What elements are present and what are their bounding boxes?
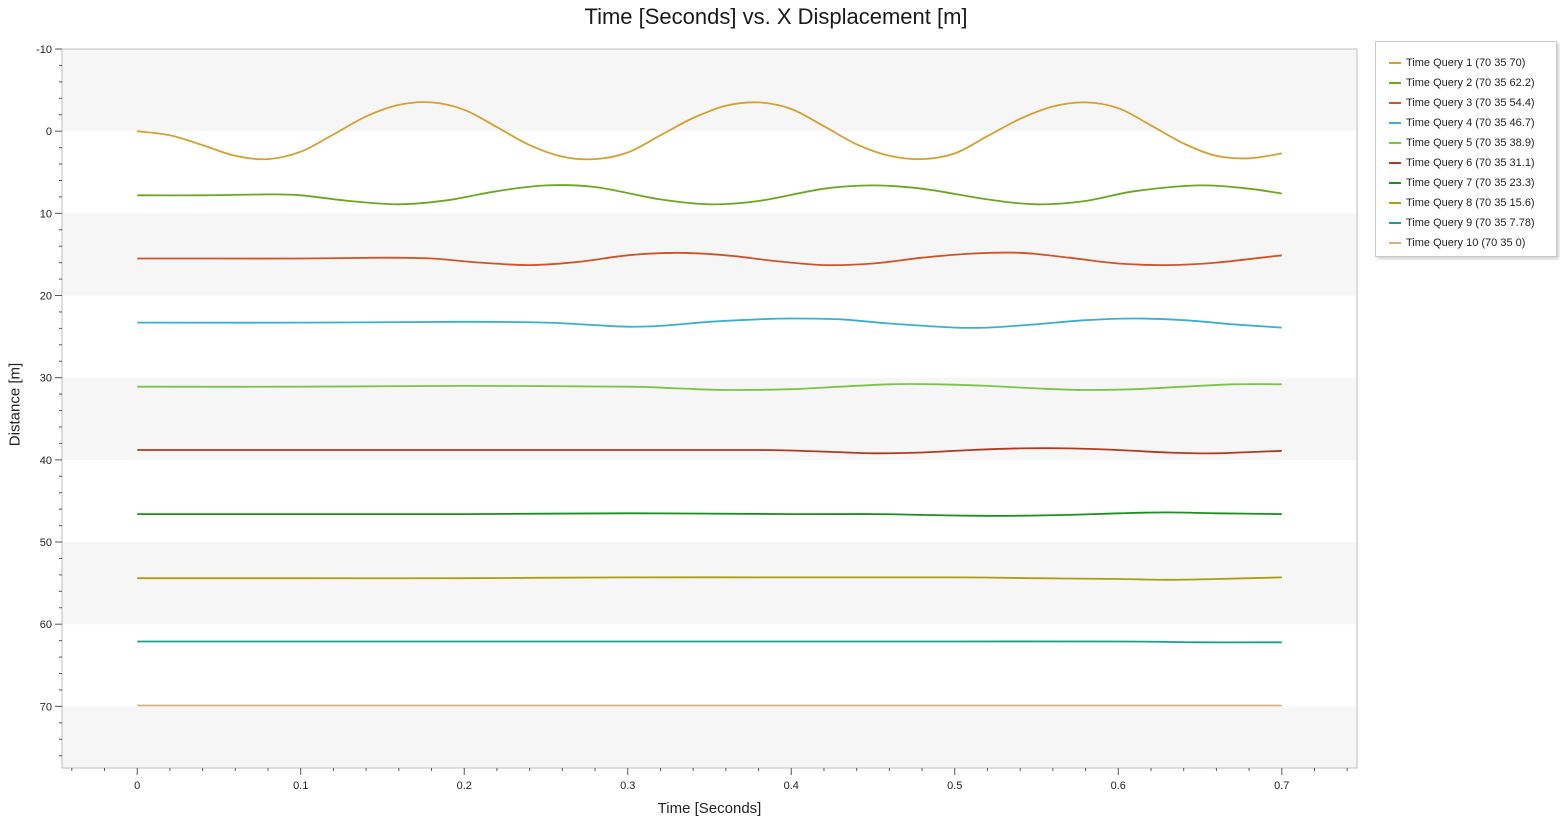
legend-item-5: Time Query 5 (70 35 38.9) bbox=[1376, 133, 1556, 153]
x-axis-label: Time [Seconds] bbox=[657, 800, 762, 817]
legend-swatch bbox=[1389, 122, 1401, 124]
legend-label: Time Query 5 (70 35 38.9) bbox=[1406, 137, 1535, 149]
x-tick-label: 0 bbox=[134, 780, 140, 792]
series-line-2 bbox=[137, 184, 1282, 206]
series-line-9 bbox=[137, 640, 1282, 644]
legend-label: Time Query 1 (70 35 70) bbox=[1406, 57, 1526, 69]
chart-title: Time [Seconds] vs. X Displacement [m] bbox=[584, 4, 968, 29]
legend-swatch bbox=[1389, 142, 1401, 144]
y-axis: -10 0 10 20 30 40 50 60 70 bbox=[36, 44, 62, 757]
legend-item-1: Time Query 1 (70 35 70) bbox=[1376, 53, 1556, 73]
legend-label: Time Query 6 (70 35 31.1) bbox=[1406, 157, 1535, 169]
series-line-8 bbox=[137, 576, 1282, 581]
legend-swatch bbox=[1389, 202, 1401, 204]
legend-swatch bbox=[1389, 82, 1401, 84]
x-tick-label: 0.7 bbox=[1274, 780, 1289, 792]
y-tick-label: 40 bbox=[40, 455, 52, 467]
y-tick-label: -10 bbox=[36, 44, 52, 56]
legend: Time Query 1 (70 35 70) Time Query 2 (70 … bbox=[1375, 41, 1557, 257]
series-line-4 bbox=[137, 317, 1282, 329]
grid-band bbox=[62, 49, 1357, 132]
grid-bands bbox=[62, 49, 1357, 768]
x-tick-label: 0.1 bbox=[293, 780, 308, 792]
y-axis-label: Distance [m] bbox=[6, 362, 24, 447]
legend-item-9: Time Query 9 (70 35 7.78) bbox=[1376, 213, 1556, 233]
legend-label: Time Query 9 (70 35 7.78) bbox=[1406, 217, 1535, 229]
legend-swatch bbox=[1389, 162, 1401, 164]
legend-item-6: Time Query 6 (70 35 31.1) bbox=[1376, 153, 1556, 173]
legend-label: Time Query 8 (70 35 15.6) bbox=[1406, 197, 1535, 209]
y-tick-label: 70 bbox=[40, 701, 52, 713]
legend-item-2: Time Query 2 (70 35 62.2) bbox=[1376, 73, 1556, 93]
legend-swatch bbox=[1389, 242, 1401, 244]
x-tick-label: 0.4 bbox=[784, 780, 799, 792]
grid-band bbox=[62, 542, 1357, 625]
legend-label: Time Query 2 (70 35 62.2) bbox=[1406, 77, 1535, 89]
legend-swatch bbox=[1389, 62, 1401, 64]
y-tick-label: 20 bbox=[40, 291, 52, 303]
series-line-6 bbox=[137, 447, 1282, 455]
legend-item-4: Time Query 4 (70 35 46.7) bbox=[1376, 113, 1556, 133]
legend-item-3: Time Query 3 (70 35 54.4) bbox=[1376, 93, 1556, 113]
x-tick-label: 0.3 bbox=[620, 780, 635, 792]
y-tick-label: 30 bbox=[40, 373, 52, 385]
legend-item-10: Time Query 10 (70 35 0) bbox=[1376, 233, 1556, 253]
series-line-1 bbox=[137, 101, 1282, 161]
series-line-5 bbox=[137, 383, 1282, 391]
legend-swatch bbox=[1389, 222, 1401, 224]
legend-swatch bbox=[1389, 102, 1401, 104]
series-line-3 bbox=[137, 251, 1282, 267]
x-tick-label: 0.6 bbox=[1111, 780, 1126, 792]
grid-band bbox=[62, 377, 1357, 460]
legend-label: Time Query 10 (70 35 0) bbox=[1406, 237, 1526, 249]
legend-swatch bbox=[1389, 182, 1401, 184]
legend-item-7: Time Query 7 (70 35 23.3) bbox=[1376, 173, 1556, 193]
series-line-7 bbox=[137, 511, 1282, 517]
x-tick-label: 0.2 bbox=[457, 780, 472, 792]
grid-band bbox=[62, 706, 1357, 768]
legend-label: Time Query 7 (70 35 23.3) bbox=[1406, 177, 1535, 189]
legend-label: Time Query 4 (70 35 46.7) bbox=[1406, 117, 1535, 129]
series-lines bbox=[137, 101, 1282, 707]
y-tick-label: 10 bbox=[40, 208, 52, 220]
x-tick-label: 0.5 bbox=[947, 780, 962, 792]
legend-item-8: Time Query 8 (70 35 15.6) bbox=[1376, 193, 1556, 213]
x-axis: 0 0.1 0.2 0.3 0.4 0.5 0.6 0.7 bbox=[71, 768, 1348, 792]
y-tick-label: 0 bbox=[46, 126, 52, 138]
y-tick-label: 60 bbox=[40, 619, 52, 631]
plot-frame bbox=[61, 48, 1358, 769]
y-tick-label: 50 bbox=[40, 537, 52, 549]
legend-label: Time Query 3 (70 35 54.4) bbox=[1406, 97, 1535, 109]
